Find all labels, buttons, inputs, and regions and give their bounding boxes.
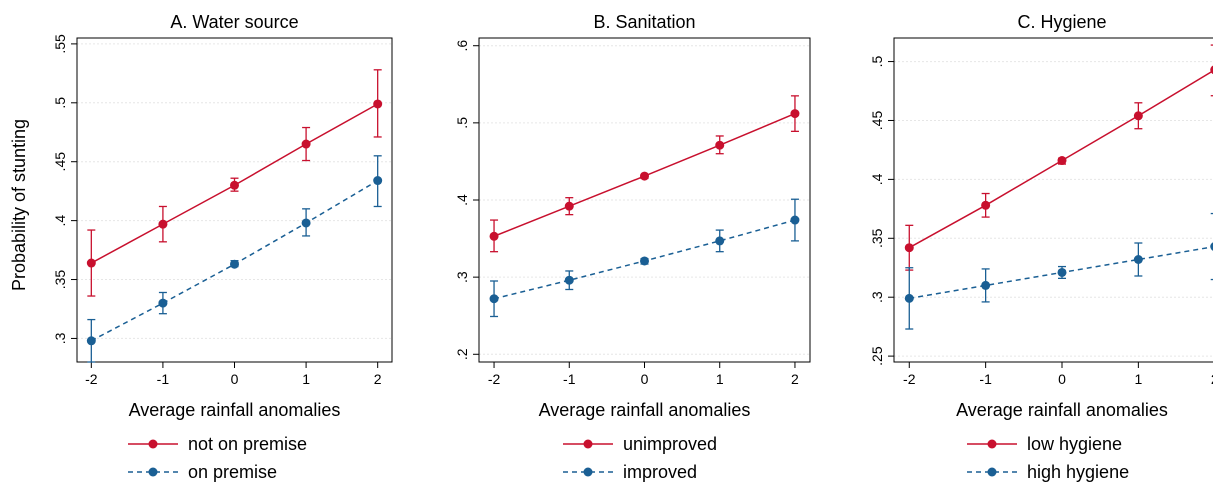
data-point: [1210, 242, 1213, 251]
x-tick-label: 2: [791, 371, 799, 387]
plot-frame: [893, 37, 1213, 363]
y-tick-label: .4: [454, 194, 470, 206]
y-tick-label: .3: [52, 332, 68, 344]
x-tick-label: 0: [231, 371, 239, 387]
legend-label: unimproved: [623, 434, 717, 454]
y-tick-label: .5: [869, 56, 885, 68]
data-point: [86, 336, 96, 346]
data-point: [1133, 254, 1143, 264]
data-point: [904, 243, 914, 253]
legend-entry: unimproved: [563, 434, 717, 454]
y-tick-label: .6: [454, 40, 470, 52]
y-tick-label: .45: [52, 152, 68, 172]
series-1: [489, 198, 800, 318]
panel-2: .25 .3 .35 .4 .45 .5 -2 -1 0 1 2 C. Hygiene Average …: [869, 12, 1213, 482]
data-point: [981, 200, 991, 210]
legend-marker: [987, 467, 997, 477]
data-point: [640, 256, 649, 266]
x-tick-label: 1: [1134, 371, 1142, 387]
data-point: [1057, 267, 1067, 277]
data-point: [904, 293, 914, 303]
series-1: [86, 155, 383, 363]
data-point: [715, 236, 725, 246]
data-point: [790, 109, 800, 119]
data-point: [790, 215, 800, 225]
x-tick-label: -1: [979, 371, 992, 387]
figure-y-axis-label: Probability of stunting: [9, 119, 29, 291]
legend-marker: [583, 467, 593, 477]
x-tick-label: -1: [157, 371, 170, 387]
legend-label: improved: [623, 462, 697, 482]
legend-marker: [583, 439, 593, 449]
legend-marker: [148, 467, 158, 477]
y-tick-label: .4: [869, 173, 885, 185]
legend-entry: not on premise: [128, 434, 307, 454]
legend-label: not on premise: [188, 434, 307, 454]
data-point: [301, 139, 311, 149]
legend-entry: on premise: [128, 462, 277, 482]
legend-entry: high hygiene: [967, 462, 1129, 482]
y-tick-label: .3: [454, 271, 470, 283]
data-point: [715, 140, 725, 150]
data-point: [1210, 65, 1213, 74]
y-tick-label: .35: [52, 270, 68, 290]
x-tick-label: -2: [903, 371, 916, 387]
x-tick-label: 0: [641, 371, 649, 387]
data-point: [1057, 156, 1067, 166]
data-point: [158, 298, 168, 308]
x-tick-label: -1: [563, 371, 576, 387]
x-tick-label: -2: [85, 371, 98, 387]
x-axis-label: Average rainfall anomalies: [956, 400, 1168, 420]
y-tick-label: .5: [454, 117, 470, 129]
x-tick-label: -2: [488, 371, 501, 387]
x-tick-label: 2: [374, 371, 382, 387]
data-point: [640, 171, 649, 181]
y-tick-label: .3: [869, 291, 885, 303]
data-point: [86, 258, 96, 268]
panel-title: A. Water source: [170, 12, 298, 32]
panel-1: .2 .3 .4 .5 .6 -2 -1 0 1 2 B. Sanitation Average ra…: [454, 12, 811, 482]
data-point: [981, 280, 991, 290]
legend-label: on premise: [188, 462, 277, 482]
y-tick-label: .2: [454, 348, 470, 360]
data-point: [489, 231, 499, 241]
series-0: [86, 69, 383, 297]
data-point: [230, 180, 239, 190]
data-point: [301, 218, 311, 228]
y-tick-label: .5: [52, 97, 68, 109]
x-tick-label: 2: [1211, 371, 1213, 387]
data-point: [489, 294, 499, 304]
series-0: [489, 95, 800, 253]
x-tick-label: 1: [716, 371, 724, 387]
legend-marker: [148, 439, 158, 449]
data-point: [373, 99, 383, 109]
series-1: [904, 212, 1213, 330]
data-point: [564, 275, 574, 285]
legend-marker: [987, 439, 997, 449]
data-point: [230, 259, 239, 269]
panel-title: C. Hygiene: [1017, 12, 1106, 32]
panel-title: B. Sanitation: [593, 12, 695, 32]
data-point: [564, 201, 574, 211]
data-point: [158, 219, 168, 229]
legend-label: high hygiene: [1027, 462, 1129, 482]
data-point: [373, 176, 383, 186]
x-axis-label: Average rainfall anomalies: [129, 400, 341, 420]
panel-0: .3 .35 .4 .45 .5 .55 -2 -1 0 1 2 A. Water source Ave…: [52, 12, 393, 482]
x-tick-label: 1: [302, 371, 310, 387]
y-tick-label: .45: [869, 111, 885, 131]
y-tick-label: .4: [52, 215, 68, 227]
legend-entry: improved: [563, 462, 697, 482]
y-tick-label: .35: [869, 228, 885, 248]
legend-label: low hygiene: [1027, 434, 1122, 454]
x-tick-label: 0: [1058, 371, 1066, 387]
x-axis-label: Average rainfall anomalies: [539, 400, 751, 420]
data-point: [1133, 111, 1143, 121]
y-tick-label: .55: [52, 34, 68, 54]
y-tick-label: .25: [869, 346, 885, 366]
series-0: [904, 44, 1213, 271]
legend-entry: low hygiene: [967, 434, 1122, 454]
